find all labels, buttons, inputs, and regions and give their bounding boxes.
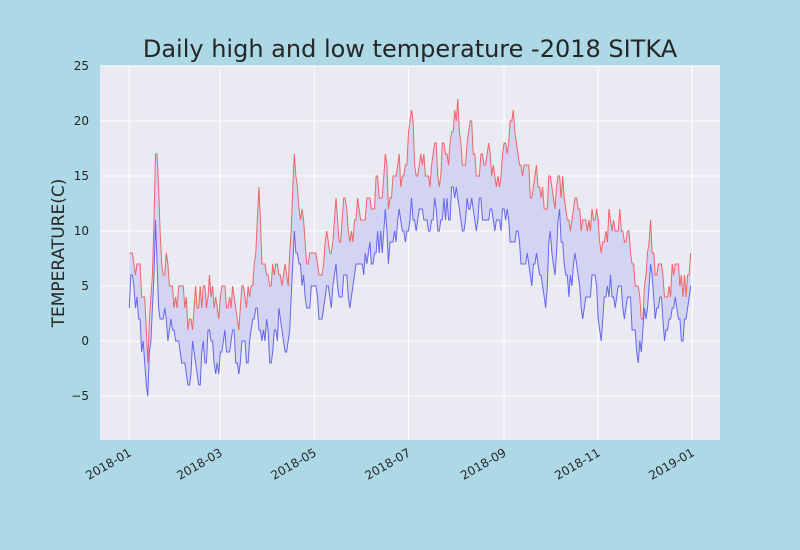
y-tick-label: 15	[74, 169, 89, 183]
y-tick-label: 0	[81, 334, 89, 348]
x-tick-label: 2018-11	[552, 445, 602, 482]
low-temperature-line	[128, 186, 692, 397]
y-tick-label: 10	[74, 224, 89, 238]
x-tick-label: 2018-05	[268, 445, 318, 482]
x-tick-label: 2018-09	[458, 445, 508, 482]
x-axis-ticks: 2018-01 2018-03 2018-05 2018-07 2018-09 2018-…	[83, 445, 696, 482]
y-axis-label: TEMPERATURE(C)	[49, 179, 69, 329]
x-tick-label: 2018-03	[174, 445, 224, 482]
high-temperature-line	[129, 98, 692, 364]
y-tick-label: −5	[71, 389, 89, 403]
x-tick-label: 2018-01	[83, 445, 133, 482]
y-tick-label: 5	[81, 279, 89, 293]
chart-title: Daily high and low temperature -2018 SIT…	[143, 35, 678, 63]
x-tick-label: 2018-07	[363, 445, 413, 482]
y-axis-ticks: −5 0 5 10 15 20 25	[71, 59, 89, 403]
x-tick-label: 2019-01	[646, 445, 696, 482]
y-tick-label: 25	[74, 59, 89, 73]
high-low-fill	[129, 99, 691, 396]
y-tick-label: 20	[74, 114, 89, 128]
